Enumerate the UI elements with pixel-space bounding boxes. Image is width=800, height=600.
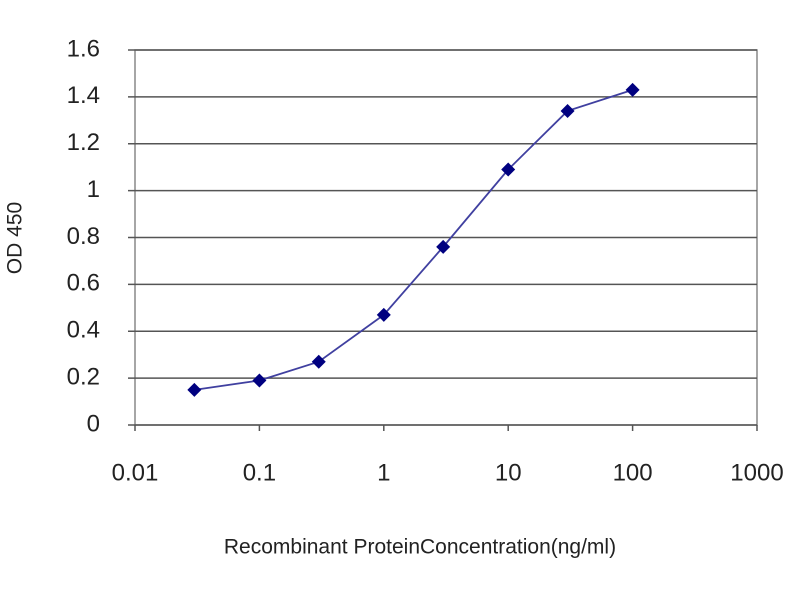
y-tick-label: 0.6 <box>67 270 100 297</box>
x-axis-label: Recombinant ProteinConcentration(ng/ml) <box>224 536 616 559</box>
x-tick-label: 0.01 <box>112 459 159 486</box>
data-point <box>501 162 516 177</box>
data-point <box>376 307 391 322</box>
y-tick-label: 0 <box>87 410 100 437</box>
y-axis-label: OD 450 <box>4 202 27 274</box>
x-tick-label: 1 <box>377 459 390 486</box>
x-tick-label: 10 <box>495 459 522 486</box>
y-tick-label: 0.4 <box>67 317 100 344</box>
y-tick-label: 0.2 <box>67 363 100 390</box>
y-tick-label: 1 <box>87 176 100 203</box>
y-tick-label: 1.6 <box>67 35 100 62</box>
x-tick-label: 1000 <box>730 459 783 486</box>
x-tick-label: 100 <box>613 459 653 486</box>
data-point <box>311 354 326 369</box>
x-tick-label: 0.1 <box>243 459 276 486</box>
data-point <box>625 82 640 97</box>
y-tick-label: 1.4 <box>67 82 100 109</box>
data-point <box>252 373 267 388</box>
data-point <box>560 103 575 118</box>
y-tick-label: 1.2 <box>67 129 100 156</box>
data-point <box>436 239 451 254</box>
y-tick-label: 0.8 <box>67 223 100 250</box>
data-point <box>187 382 202 397</box>
data-line <box>194 88 633 391</box>
